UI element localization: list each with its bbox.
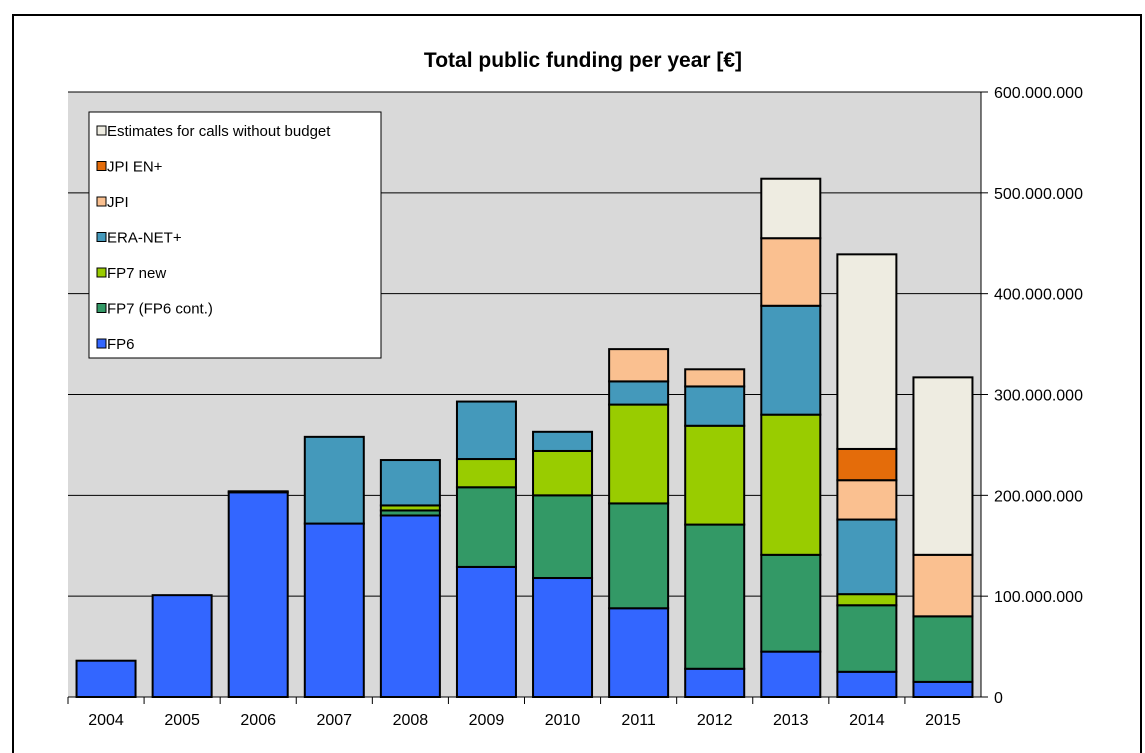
legend-label: ERA-NET+ bbox=[107, 230, 182, 247]
bar-segment-estimates-for-calls-without-budget bbox=[760, 177, 822, 240]
y-tick-label: 0 bbox=[994, 690, 1003, 707]
bar-segment-fp6 bbox=[303, 522, 365, 698]
bar-segment-fp6 bbox=[684, 667, 746, 698]
bar-segment-fp7-fp6-cont bbox=[684, 523, 746, 670]
legend-label: Estimates for calls without budget bbox=[107, 123, 331, 140]
x-tick-label: 2012 bbox=[697, 712, 733, 729]
bar-segment-era-net bbox=[227, 490, 289, 494]
y-tick-label: 600.000.000 bbox=[994, 85, 1083, 102]
legend-swatch bbox=[96, 267, 107, 278]
legend-box bbox=[88, 111, 382, 359]
x-tick-label: 2008 bbox=[393, 712, 429, 729]
bar-segment-fp7-fp6-cont bbox=[912, 615, 974, 683]
bar-segment-era-net bbox=[608, 380, 670, 406]
bar-segment-jpi bbox=[684, 368, 746, 388]
bar-segment-jpi bbox=[608, 348, 670, 383]
bar-segment-jpi bbox=[760, 237, 822, 307]
bar-segment-era-net bbox=[455, 400, 517, 461]
legend-swatch bbox=[96, 303, 107, 313]
legend-label: FP6 bbox=[107, 336, 135, 353]
bar-segment-fp6 bbox=[912, 680, 974, 698]
x-tick-label: 2010 bbox=[545, 712, 581, 729]
axes bbox=[67, 92, 982, 704]
legend-swatch bbox=[96, 338, 107, 349]
bar-segment-fp6 bbox=[75, 659, 137, 699]
legend-label: JPI EN+ bbox=[107, 159, 163, 176]
bar-segment-era-net bbox=[379, 459, 441, 507]
bar-segment-fp7-new bbox=[684, 424, 746, 526]
y-tick-label: 400.000.000 bbox=[994, 287, 1083, 304]
legend-swatch bbox=[96, 196, 107, 207]
bar-segment-jpi-en bbox=[836, 447, 898, 482]
bar-segment-fp6 bbox=[151, 594, 213, 698]
bar-segment-jpi bbox=[912, 553, 974, 618]
bar-segment-fp7-fp6-cont bbox=[455, 486, 517, 568]
bar-segment-era-net bbox=[836, 518, 898, 596]
bar-segment-fp7-new bbox=[760, 413, 822, 556]
bar-segment-fp7-fp6-cont bbox=[760, 553, 822, 653]
x-tick-label: 2009 bbox=[469, 712, 505, 729]
bars bbox=[75, 177, 974, 699]
y-tick-labels: 0 100.000.000 200.000.000 300.000.000 400.00… bbox=[994, 85, 1083, 707]
x-tick-label: 2006 bbox=[240, 712, 276, 729]
bar-segment-jpi bbox=[836, 479, 898, 521]
legend-label: FP7 new bbox=[107, 265, 166, 282]
y-tick-label: 100.000.000 bbox=[994, 589, 1083, 606]
bar-segment-era-net bbox=[532, 430, 594, 452]
legend-swatch bbox=[96, 161, 107, 171]
bar-segment-era-net bbox=[760, 304, 822, 416]
y-tick-label: 200.000.000 bbox=[994, 488, 1083, 505]
bar-segment-fp6 bbox=[760, 650, 822, 698]
bar-segment-estimates-for-calls-without-budget bbox=[912, 376, 974, 556]
legend-label: FP7 (FP6 cont.) bbox=[107, 301, 213, 318]
bar-segment-fp6 bbox=[455, 565, 517, 698]
y-tick-label: 300.000.000 bbox=[994, 388, 1083, 405]
bar-segment-fp6 bbox=[836, 670, 898, 699]
bar-segment-fp6 bbox=[379, 514, 441, 698]
x-tick-label: 2005 bbox=[164, 712, 200, 729]
legend-label: JPI bbox=[107, 194, 129, 211]
x-tick-label: 2013 bbox=[773, 712, 809, 729]
bar-segment-fp6 bbox=[532, 577, 594, 698]
bar-segment-fp6 bbox=[227, 491, 289, 698]
bar-segment-fp7-fp6-cont bbox=[608, 502, 670, 610]
legend: Estimates for calls without budget JPI EN… bbox=[88, 111, 382, 359]
y-tick-label: 500.000.000 bbox=[994, 186, 1083, 203]
legend-swatch bbox=[96, 125, 107, 136]
x-tick-label: 2015 bbox=[925, 712, 961, 729]
bar-segment-era-net bbox=[303, 435, 365, 525]
x-tick-label: 2007 bbox=[316, 712, 352, 729]
bar-segment-fp7-fp6-cont bbox=[532, 494, 594, 580]
bar-segment-fp7-new bbox=[836, 593, 898, 607]
legend-swatch bbox=[96, 232, 107, 242]
bar-segment-era-net bbox=[684, 385, 746, 427]
x-tick-label: 2011 bbox=[621, 712, 656, 729]
bar-segment-fp7-new bbox=[532, 449, 594, 497]
bar-segment-fp7-new bbox=[455, 458, 517, 489]
bar-segment-fp7-fp6-cont bbox=[836, 604, 898, 673]
chart-title: Total public funding per year [€] bbox=[424, 49, 742, 72]
bar-segment-fp7-new bbox=[608, 403, 670, 505]
bar-segment-fp6 bbox=[608, 607, 670, 698]
x-tick-label: 2014 bbox=[849, 712, 885, 729]
x-tick-label: 2004 bbox=[88, 712, 124, 729]
x-tick-labels: 2004 2005 2006 2007 2008 2009 2010 2011 2012 2013… bbox=[88, 712, 961, 729]
bar-segment-estimates-for-calls-without-budget bbox=[836, 253, 898, 450]
